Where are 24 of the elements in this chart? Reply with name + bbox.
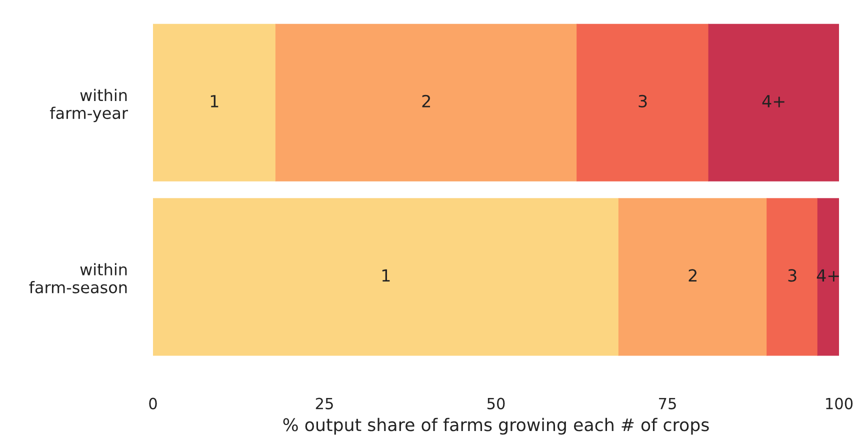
bar [153,198,620,356]
bar [153,24,276,182]
bar [708,24,839,182]
x-tick-label: 100 [826,398,853,410]
y-tick-label: within farm-season [29,263,127,294]
text: 1 [382,269,390,282]
x-tick-label: 0 [149,398,157,410]
bar [275,24,578,182]
text: 3 [638,94,647,108]
bar [576,24,710,182]
series-label: 4+ [816,269,839,282]
bar [618,198,768,356]
bar [766,198,818,356]
y-tick-label: within farm-year [50,88,128,122]
x-tick-label: 50 [487,398,505,410]
text: 4+ [762,95,784,108]
x-axis-title: % output share of farms growing each # of crops [283,418,709,435]
x-tick-label: 75 [659,398,676,410]
series-label: 1 [210,95,218,108]
x-tick-label: 25 [316,398,333,410]
bar [817,198,839,356]
text: 2 [422,94,430,108]
series-label: 2 [688,269,697,282]
series-label: 3 [788,269,796,282]
